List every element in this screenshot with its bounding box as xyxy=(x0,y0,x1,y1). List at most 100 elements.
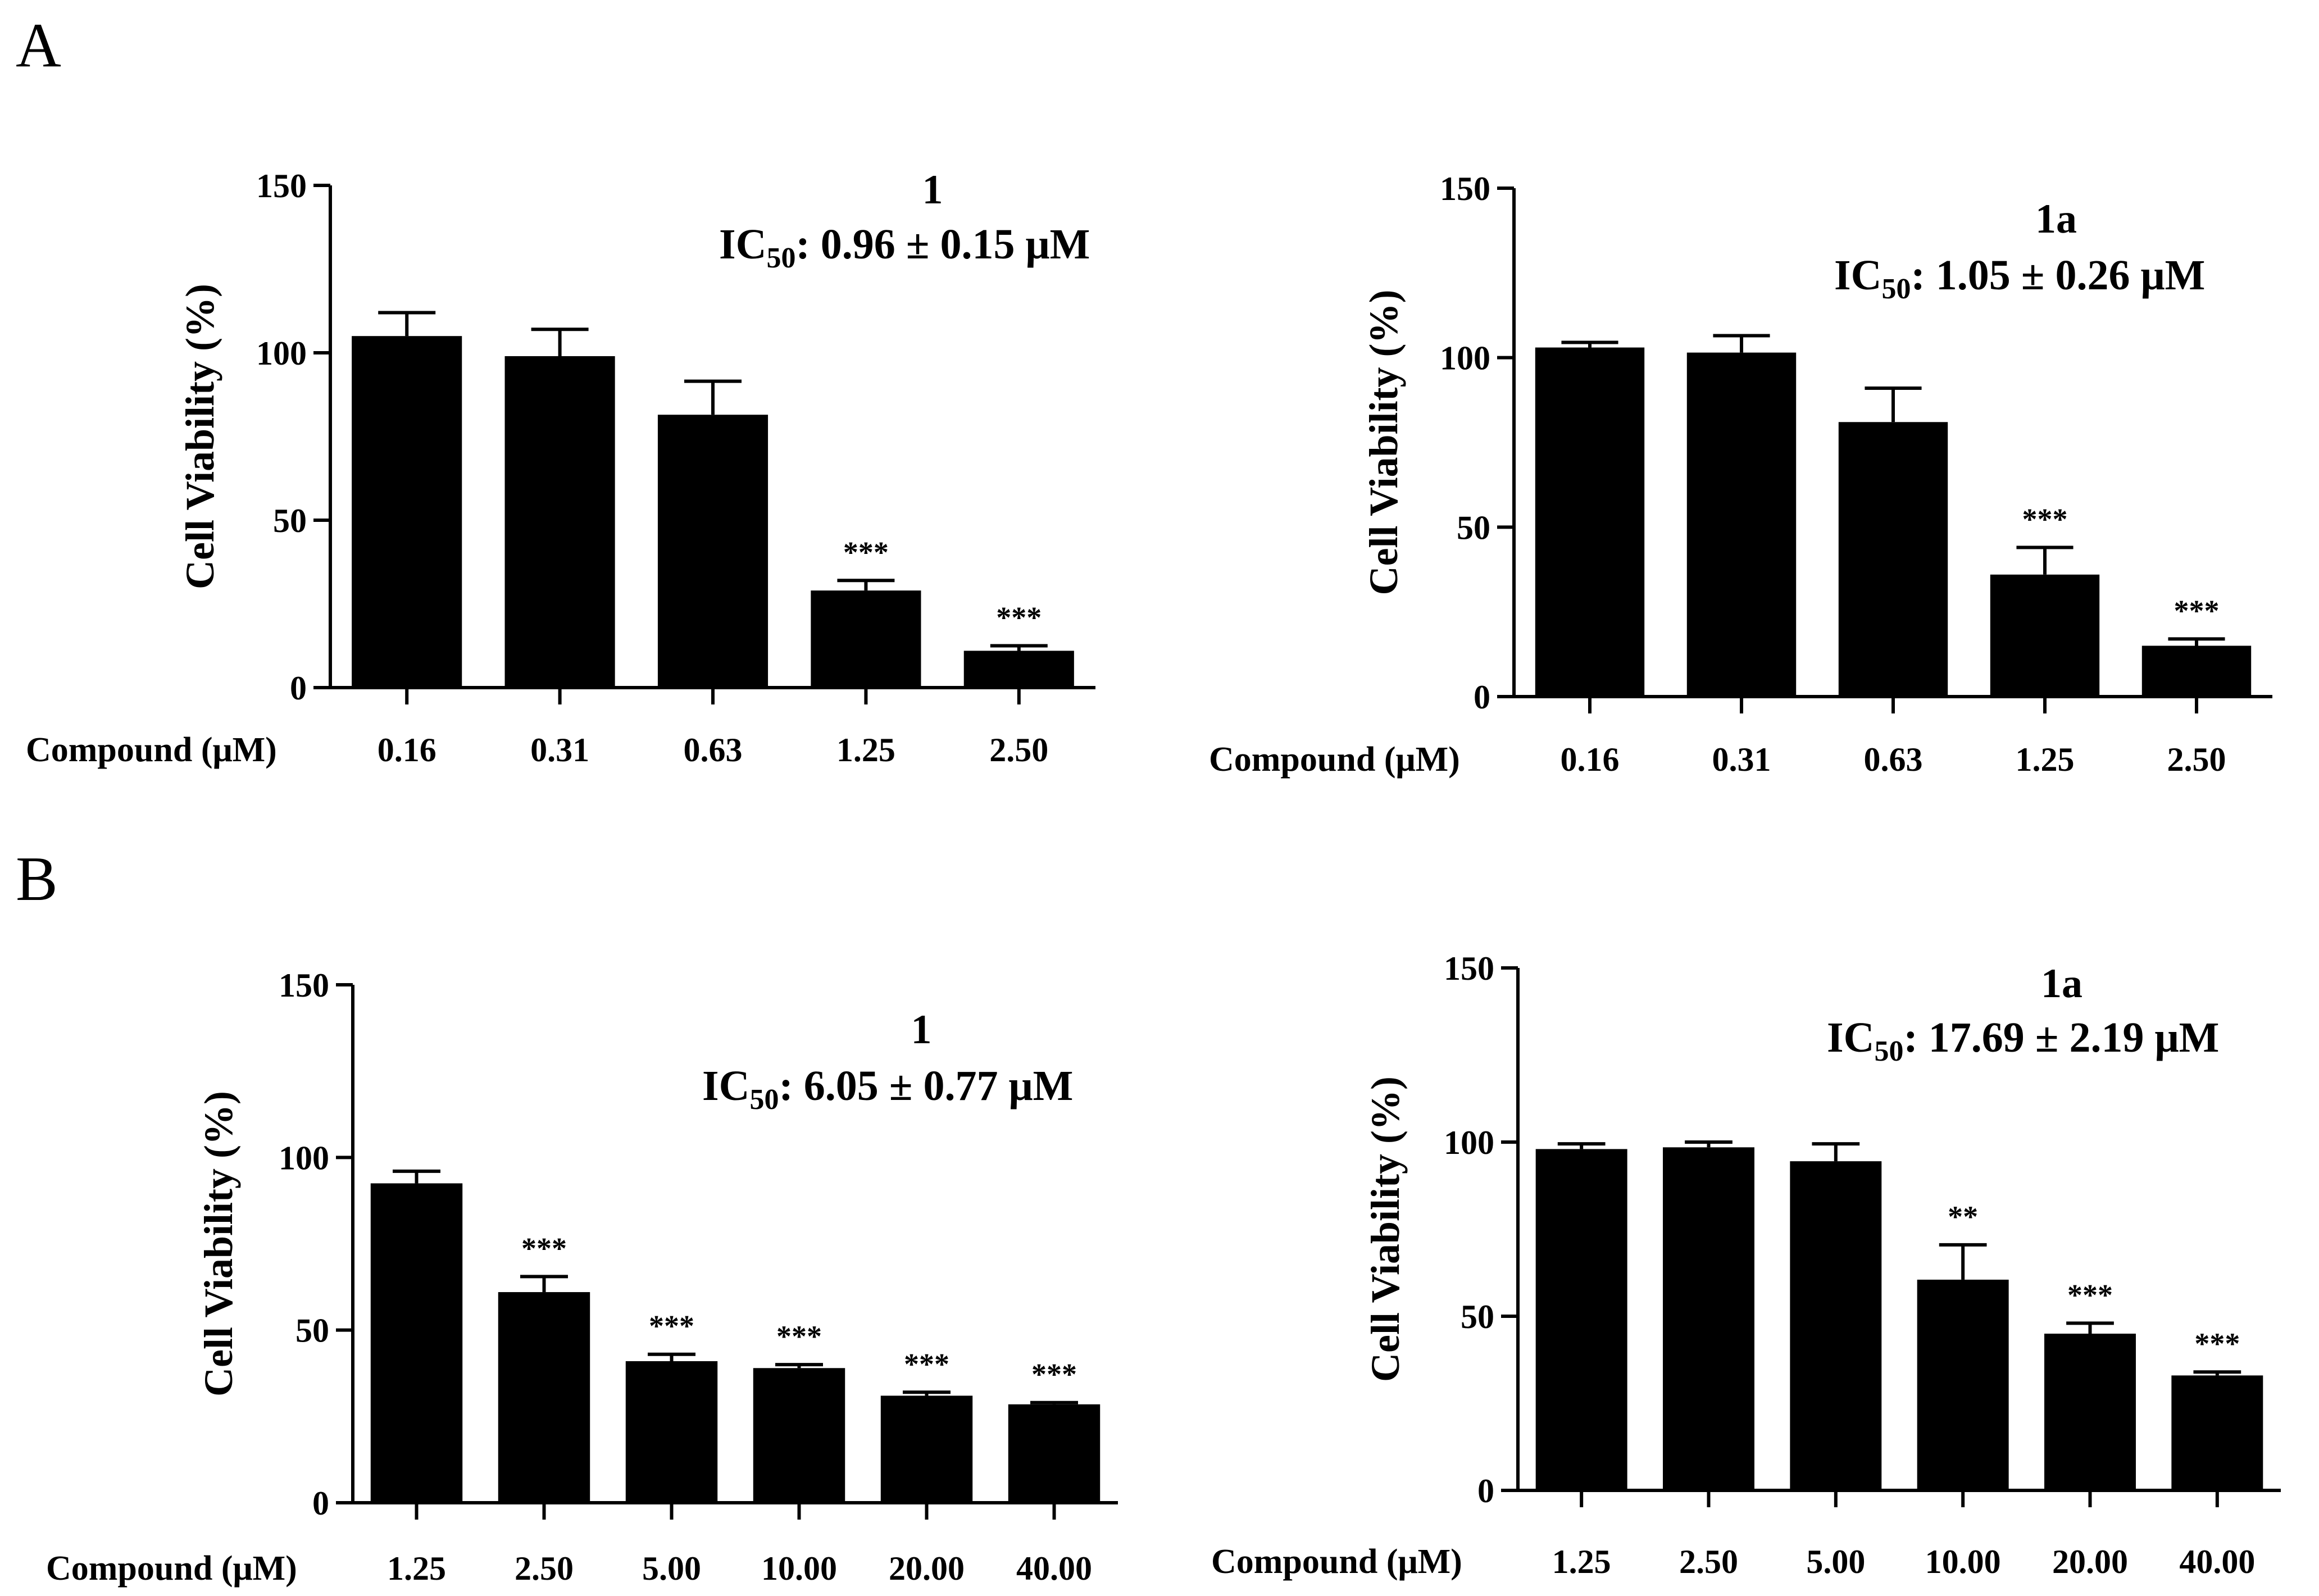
bar xyxy=(1917,1280,2009,1490)
ic50-prefix: IC xyxy=(1834,252,1881,299)
ic50-value: : 17.69 ± 2.19 μM xyxy=(1903,1014,2219,1061)
bar xyxy=(626,1361,717,1503)
ic50-value: : 1.05 ± 0.26 μM xyxy=(1911,252,2205,299)
bar xyxy=(371,1183,462,1503)
y-tick-label: 0 xyxy=(290,670,307,707)
x-tick-label: 20.00 xyxy=(2052,1543,2128,1580)
bar xyxy=(964,651,1074,688)
ic50-prefix: IC xyxy=(702,1062,749,1110)
x-tick-label: 0.63 xyxy=(1864,741,1923,778)
y-tick-label: 50 xyxy=(1457,509,1490,546)
ic50-annotation: IC50: 6.05 ± 0.77 μM xyxy=(702,1062,1073,1116)
x-tick-label: 0.16 xyxy=(378,731,436,769)
x-tick-label: 0.63 xyxy=(684,731,743,769)
x-tick-label: 2.50 xyxy=(989,731,1048,769)
y-tick-label: 150 xyxy=(256,167,307,204)
significance-label: *** xyxy=(521,1231,567,1265)
x-tick-label: 0.31 xyxy=(530,731,589,769)
bar xyxy=(1790,1161,1881,1490)
y-axis-label: Cell Viability (%) xyxy=(196,1091,241,1397)
x-tick-label: 40.00 xyxy=(1016,1550,1092,1587)
y-tick-label: 50 xyxy=(1461,1298,1494,1335)
ic50-subscript: 50 xyxy=(1874,1035,1903,1067)
bar xyxy=(881,1395,972,1503)
chart-title: 1a xyxy=(2035,196,2077,242)
chart-title: 1a xyxy=(2041,961,2082,1007)
x-axis-label: Compound (μM) xyxy=(1209,740,1460,779)
x-axis-label: Compound (μM) xyxy=(1211,1543,1462,1581)
bar xyxy=(1535,348,1644,697)
x-tick-label: 10.00 xyxy=(761,1550,837,1587)
y-tick-label: 150 xyxy=(1440,170,1490,207)
significance-label: *** xyxy=(776,1320,822,1353)
bar xyxy=(1687,353,1796,697)
x-tick-label: 1.25 xyxy=(1552,1543,1611,1580)
x-axis-label: Compound (μM) xyxy=(26,731,277,769)
significance-label: *** xyxy=(904,1347,949,1381)
y-tick-label: 100 xyxy=(279,1139,329,1176)
ic50-prefix: IC xyxy=(1827,1014,1874,1061)
bar xyxy=(1663,1147,1754,1490)
ic50-value: : 0.96 ± 0.15 μM xyxy=(795,221,1090,268)
y-tick-label: 50 xyxy=(273,502,307,539)
bar xyxy=(1990,575,2099,697)
chart-2: 0 50 100 150 Cell Viability (%) 0.16 0.31 0.63 1… xyxy=(1209,170,2272,779)
bar xyxy=(505,356,615,688)
x-tick-label: 2.50 xyxy=(515,1550,574,1587)
y-tick-label: 100 xyxy=(1440,340,1490,377)
ic50-subscript: 50 xyxy=(749,1084,779,1116)
x-axis-label: Compound (μM) xyxy=(46,1549,297,1588)
bar xyxy=(2044,1334,2136,1490)
x-tick-label: 20.00 xyxy=(889,1550,965,1587)
y-tick-label: 150 xyxy=(1444,950,1494,987)
bar xyxy=(1008,1404,1100,1503)
y-axis-label: Cell Viability (%) xyxy=(1363,1076,1408,1382)
chart-4: 0 50 100 150 Cell Viability (%) 1.25 2.50 5.00 1… xyxy=(1211,950,2281,1581)
ic50-subscript: 50 xyxy=(766,242,795,274)
figure: A B 050100150Cell Viability (%)0.16 0.31 0… xyxy=(0,0,2319,1596)
ic50-annotation: IC50: 17.69 ± 2.19 μM xyxy=(1827,1014,2219,1067)
bar xyxy=(811,590,921,688)
y-axis-label: Cell Viability (%) xyxy=(1361,290,1406,595)
bar xyxy=(1536,1149,1627,1490)
bar xyxy=(658,415,768,688)
significance-label: ** xyxy=(1948,1200,1978,1234)
bar xyxy=(753,1368,845,1503)
ic50-prefix: IC xyxy=(719,221,766,268)
ic50-annotation: IC50: 1.05 ± 0.26 μM xyxy=(1834,252,2205,305)
y-tick-label: 0 xyxy=(1477,1472,1494,1509)
significance-label: *** xyxy=(2067,1278,2113,1312)
chart-3: 0 50 100 150 Cell Viability (%) 1.25 2.50 *** 5.… xyxy=(46,967,1118,1588)
x-tick-label: 1.25 xyxy=(387,1550,446,1587)
y-axis-label: Cell Viability (%) xyxy=(178,284,222,589)
x-tick-label: 5.00 xyxy=(642,1550,701,1587)
x-tick-label: 10.00 xyxy=(1925,1543,2001,1580)
ic50-subscript: 50 xyxy=(1881,273,1911,305)
bar xyxy=(1839,422,1948,697)
chart-title: 1 xyxy=(911,1007,932,1053)
panel-letter-b: B xyxy=(16,844,58,914)
significance-label: *** xyxy=(843,535,889,569)
bar xyxy=(2142,646,2251,697)
x-tick-label: 1.25 xyxy=(2016,741,2075,778)
x-tick-label: 0.16 xyxy=(1561,741,1620,778)
ic50-value: : 6.05 ± 0.77 μM xyxy=(779,1062,1073,1110)
x-tick-label: 0.31 xyxy=(1712,741,1771,778)
panel-letter-a: A xyxy=(16,11,61,80)
significance-label: *** xyxy=(2022,503,2068,536)
significance-label: *** xyxy=(1031,1358,1077,1392)
ic50-annotation: IC50: 0.96 ± 0.15 μM xyxy=(719,221,1090,274)
x-tick-label: 2.50 xyxy=(1679,1543,1738,1580)
bar xyxy=(2171,1375,2263,1490)
chart-title: 1 xyxy=(922,167,943,213)
x-tick-label: 5.00 xyxy=(1806,1543,1865,1580)
y-tick-label: 0 xyxy=(312,1485,329,1522)
y-tick-label: 100 xyxy=(256,335,307,372)
significance-label: *** xyxy=(2194,1327,2240,1361)
x-tick-label: 40.00 xyxy=(2179,1543,2255,1580)
x-tick-label: 1.25 xyxy=(836,731,895,769)
y-tick-label: 0 xyxy=(1474,679,1490,716)
y-tick-label: 150 xyxy=(279,967,329,1004)
